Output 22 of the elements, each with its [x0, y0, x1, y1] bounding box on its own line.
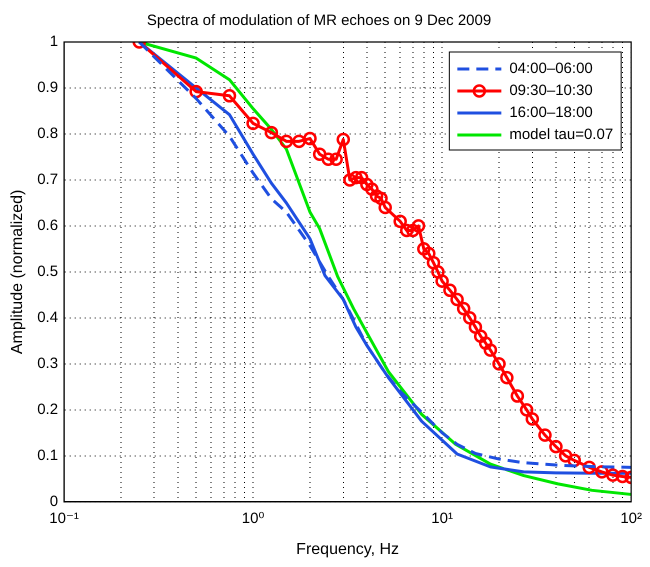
y-tick-label: 0.5	[37, 263, 58, 280]
y-tick-label: 0.4	[37, 309, 58, 326]
x-axis-title: Frequency, Hz	[296, 540, 400, 558]
legend-label: 04:00–06:00	[509, 60, 593, 78]
chart-title: Spectra of modulation of MR echoes on 9 Dec 2009	[146, 12, 492, 30]
y-axis-title: Amplitude (normalized)	[9, 190, 26, 354]
y-tick-label: 0.7	[37, 171, 58, 188]
x-tick-label: 10¹	[431, 510, 453, 527]
y-tick-label: 0.1	[37, 446, 58, 464]
legend-label: model tau=0.07	[509, 126, 614, 144]
y-tick-label: 1	[50, 33, 58, 50]
x-tick-label: 10⁰	[242, 510, 264, 527]
legend-label: 16:00–18:00	[509, 104, 593, 122]
y-tick-label: 0.2	[37, 400, 58, 418]
y-tick-label: 0.9	[37, 79, 58, 96]
x-tick-label: 10⁻¹	[49, 510, 79, 527]
x-tick-label: 10²	[620, 510, 642, 527]
legend-label: 09:30–10:30	[509, 82, 593, 100]
y-tick-label: 0.3	[37, 355, 58, 372]
y-tick-label: 0.6	[37, 217, 58, 234]
y-tick-label: 0	[50, 492, 58, 510]
y-tick-label: 0.8	[37, 125, 58, 142]
